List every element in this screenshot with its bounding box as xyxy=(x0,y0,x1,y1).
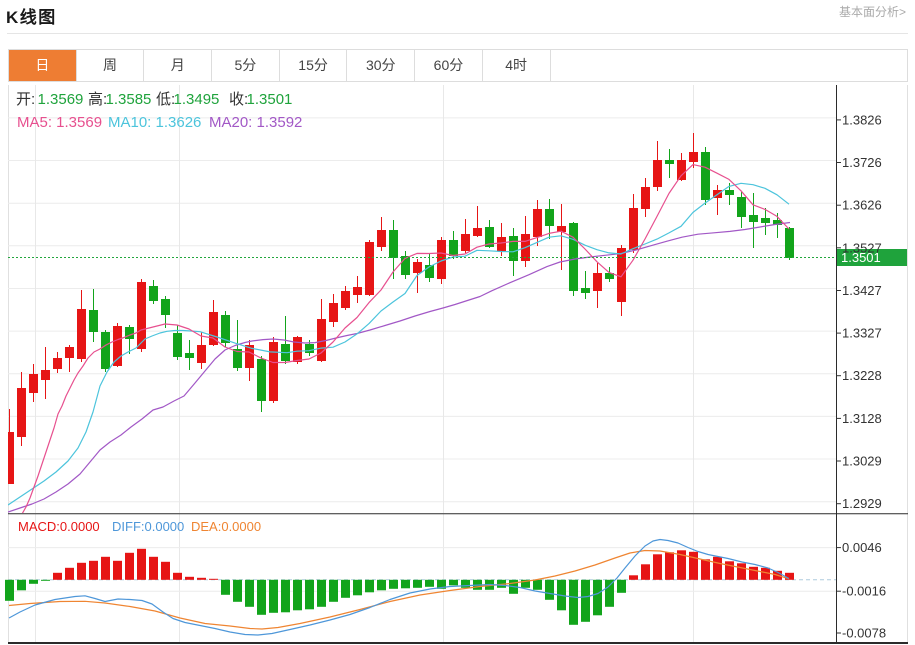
svg-text:1.3626: 1.3626 xyxy=(842,198,882,213)
svg-text:1.3826: 1.3826 xyxy=(842,112,882,127)
svg-text:MA5: 1.3569: MA5: 1.3569 xyxy=(17,114,102,131)
svg-text:1.3327: 1.3327 xyxy=(842,326,882,341)
svg-text:-0.0016: -0.0016 xyxy=(842,584,886,599)
svg-text:1.3128: 1.3128 xyxy=(842,411,882,426)
svg-text:MA10: 1.3626: MA10: 1.3626 xyxy=(108,114,201,131)
svg-text:1.2929: 1.2929 xyxy=(842,496,882,511)
svg-text:DIFF:0.0000: DIFF:0.0000 xyxy=(112,519,184,534)
svg-text:0.0046: 0.0046 xyxy=(842,540,882,555)
svg-text:MACD:0.0000: MACD:0.0000 xyxy=(18,519,100,534)
svg-text:DEA:0.0000: DEA:0.0000 xyxy=(191,519,261,534)
svg-text:1.3501: 1.3501 xyxy=(841,250,881,265)
svg-text:1.3029: 1.3029 xyxy=(842,454,882,469)
svg-text:1.3427: 1.3427 xyxy=(842,283,882,298)
svg-text:1.3228: 1.3228 xyxy=(842,368,882,383)
svg-text:1.3527: 1.3527 xyxy=(842,240,882,255)
svg-text:-0.0078: -0.0078 xyxy=(842,626,886,641)
svg-text:MA20: 1.3592: MA20: 1.3592 xyxy=(209,114,302,131)
svg-text:1.3726: 1.3726 xyxy=(842,155,882,170)
